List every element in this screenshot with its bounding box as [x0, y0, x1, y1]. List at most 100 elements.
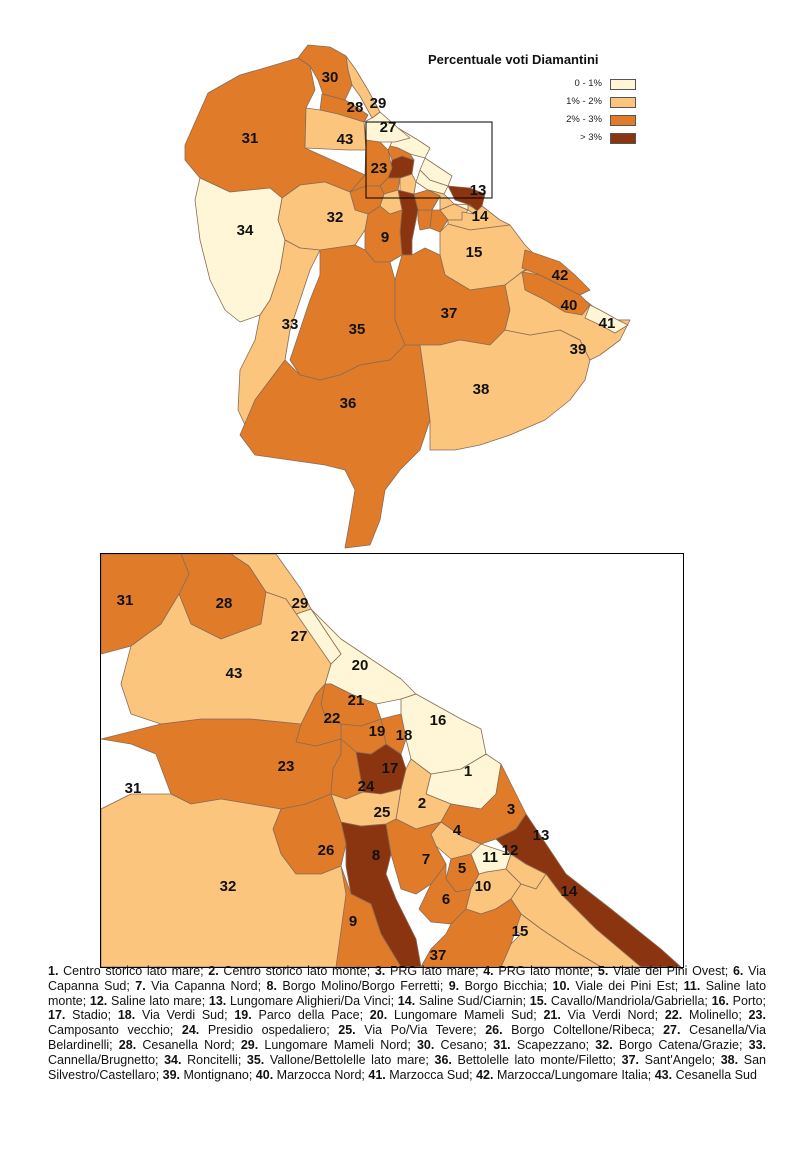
- zone-caption: 1. Centro storico lato mare; 2. Centro s…: [48, 964, 767, 1082]
- caption-zone-number: 27.: [663, 1023, 681, 1038]
- legend-title: Percentuale voti Diamantini: [428, 52, 599, 67]
- inset-zone-43: [120, 591, 332, 725]
- inset-zone-label-31: 31: [125, 780, 142, 797]
- main-zone-16: [419, 157, 453, 187]
- caption-zone-number: 37.: [621, 1052, 640, 1067]
- main-zone-label-28: 28: [347, 99, 364, 116]
- caption-zone-name: Borgo Coltellone/Ribeca: [511, 1023, 652, 1038]
- caption-zone-name: Stadio: [72, 1008, 108, 1023]
- caption-zone-name: Sant'Angelo: [644, 1052, 712, 1067]
- caption-zone-name: Cesanella Sud: [675, 1067, 757, 1082]
- caption-zone-number: 34.: [164, 1052, 182, 1067]
- inset-zone-label-12: 12: [502, 842, 519, 859]
- main-zone-label-39: 39: [570, 341, 587, 358]
- caption-zone-name: Scapezzano: [516, 1037, 586, 1052]
- main-zone-label-23: 23: [371, 160, 388, 177]
- inset-zone-label-14: 14: [561, 883, 578, 900]
- inset-zone-label-26: 26: [318, 842, 335, 859]
- legend-item-3: > 3%: [428, 130, 638, 148]
- caption-zone-number: 15.: [529, 993, 548, 1008]
- main-zone-label-38: 38: [473, 381, 490, 398]
- caption-zone-number: 25.: [338, 1023, 356, 1038]
- caption-zone-name: Saline lato mare: [110, 993, 202, 1008]
- legend-label: > 3%: [580, 132, 602, 143]
- inset-zone-label-15: 15: [512, 923, 529, 940]
- main-zone-42: [521, 249, 591, 296]
- caption-zone-number: 39.: [162, 1067, 181, 1082]
- caption-zone-number: 16.: [711, 993, 729, 1008]
- inset-zone-label-29: 29: [292, 595, 309, 612]
- caption-zone-name: Porto: [732, 993, 763, 1008]
- inset-zone-label-6: 6: [442, 891, 450, 908]
- inset-zone-label-27: 27: [291, 628, 308, 645]
- caption-zone-name: Marzocca/Lungomare Italia: [496, 1067, 648, 1082]
- inset-zone-label-20: 20: [352, 657, 369, 674]
- caption-zone-number: 17.: [48, 1008, 66, 1023]
- inset-zone-25: [330, 788, 402, 827]
- caption-zone-number: 42.: [476, 1067, 494, 1082]
- caption-zone-number: 22.: [664, 1008, 683, 1023]
- caption-zone-name: San Silvestro/Castellaro: [48, 1052, 766, 1082]
- main-zone-label-15: 15: [466, 244, 483, 261]
- caption-zone-number: 19.: [234, 1008, 252, 1023]
- inset-map: 1 2 3 4 5 6 7 8 9 10 11 12 13 14 15 16 17 18 19 20 21 22 23 24 2…: [100, 553, 684, 968]
- main-zone-label-33: 33: [282, 316, 299, 333]
- legend-swatch: [610, 133, 636, 144]
- caption-zone-name: Centro storico lato mare: [63, 964, 201, 978]
- caption-zone-number: 5.: [597, 964, 609, 978]
- caption-zone-number: 41.: [368, 1067, 386, 1082]
- caption-zone-number: 20.: [369, 1008, 388, 1023]
- main-map-zones: [184, 44, 631, 549]
- main-zone-43: [304, 107, 367, 151]
- caption-zone-number: 8.: [266, 978, 277, 993]
- inset-zone-label-28: 28: [216, 595, 233, 612]
- caption-zone-name: Via Verdi Sud: [142, 1008, 225, 1023]
- main-zone-label-31: 31: [242, 130, 259, 147]
- caption-zone-name: Lungomare Alighieri/Da Vinci: [229, 993, 391, 1008]
- inset-zone-label-21: 21: [348, 692, 365, 709]
- inset-zone-37: [400, 898, 522, 967]
- main-zone-label-37: 37: [441, 305, 458, 322]
- legend-swatch: [610, 79, 636, 90]
- caption-zone-name: PRG lato monte: [498, 964, 590, 978]
- caption-zone-name: Marzocca Sud: [389, 1067, 470, 1082]
- main-zone-label-35: 35: [349, 321, 366, 338]
- caption-zone-name: Borgo Bicchia: [464, 978, 544, 993]
- main-zone-label-41: 41: [599, 315, 616, 332]
- caption-zone-number: 38.: [720, 1052, 739, 1067]
- inset-zone-label-9: 9: [349, 913, 357, 930]
- caption-zone-number: 4.: [483, 964, 494, 978]
- caption-zone-name: Borgo Catena/Grazie: [618, 1037, 739, 1052]
- inset-zone-label-7: 7: [422, 851, 430, 868]
- inset-zone-label-5: 5: [458, 860, 466, 877]
- legend-item-2: 2% - 3%: [428, 112, 638, 130]
- main-map-labels: 9 13 14 15 23 27 28 29 30 31 32 33 34 35 36 37 38 39 40 41 4…: [237, 69, 616, 412]
- inset-zone-13: [495, 813, 682, 967]
- main-zone-36: [239, 344, 431, 549]
- caption-zone-name: Lungomare Mameli Nord: [264, 1037, 408, 1052]
- caption-zone-name: Cesanella/Via Belardinelli: [48, 1023, 766, 1052]
- caption-zone-name: Cannella/Brugnetto: [48, 1052, 156, 1067]
- caption-zone-name: Borgo Molino/Borgo Ferretti: [282, 978, 440, 993]
- caption-zone-name: Lungomare Mameli Sud: [393, 1008, 534, 1023]
- caption-zone-name: Viale dei Pini Est: [575, 978, 675, 993]
- caption-zone-number: 6.: [732, 964, 744, 978]
- caption-zone-name: Via Capanna Sud: [48, 964, 766, 993]
- caption-zone-number: 28.: [118, 1037, 137, 1052]
- main-zone-label-34: 34: [237, 222, 254, 239]
- caption-zone-number: 10.: [552, 978, 570, 993]
- caption-zone-name: Viale dei Pini Ovest: [613, 964, 725, 978]
- caption-zone-name: Via Po/Via Tevere: [364, 1023, 474, 1038]
- caption-zone-number: 9.: [448, 978, 460, 993]
- legend-item-1: 1% - 2%: [428, 94, 638, 112]
- caption-zone-name: Roncitelli: [187, 1052, 238, 1067]
- legend-label: 0 - 1%: [574, 78, 602, 89]
- caption-zone-name: Saline Sud/Ciarnin: [418, 993, 523, 1008]
- caption-zone-name: Saline lato monte: [48, 978, 767, 1008]
- caption-zone-name: Parco della Pace: [258, 1008, 360, 1023]
- caption-zone-name: Cesano: [440, 1037, 484, 1052]
- caption-zone-number: 21.: [543, 1008, 561, 1023]
- caption-zone-number: 31.: [493, 1037, 511, 1052]
